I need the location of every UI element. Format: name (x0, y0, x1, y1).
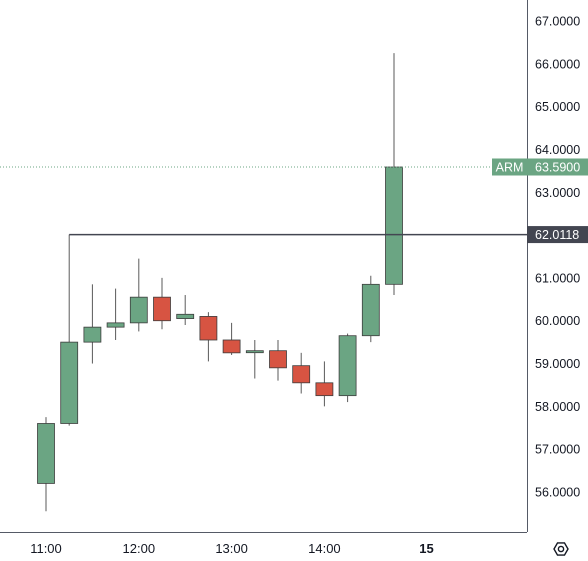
candle[interactable] (361, 275, 380, 343)
candle[interactable] (37, 417, 55, 512)
candle[interactable] (106, 288, 125, 340)
candle-body (60, 341, 79, 424)
candle-body (361, 283, 380, 337)
overlay-layer (0, 166, 527, 236)
candles-layer (37, 53, 403, 512)
time-tick-label: 13:00 (215, 541, 248, 556)
candle-body (199, 316, 218, 341)
candle-body (106, 322, 125, 328)
price-tick-label: 65.0000 (535, 100, 580, 114)
candle[interactable] (222, 322, 241, 355)
price-tick-label: 60.0000 (535, 314, 580, 328)
candle-body (83, 326, 102, 343)
candle[interactable] (153, 277, 171, 330)
candle[interactable] (338, 333, 357, 403)
price-tick-label: 56.0000 (535, 486, 580, 500)
time-tick-label: 11:00 (30, 541, 62, 556)
candle-body (292, 365, 311, 384)
candle-body (338, 335, 357, 397)
gear-icon[interactable] (553, 542, 569, 556)
price-tick-label: 64.0000 (535, 143, 580, 157)
candle-body (176, 313, 195, 319)
candle[interactable] (176, 295, 195, 326)
price-tick-label: 61.0000 (535, 271, 580, 285)
candle-body (245, 350, 264, 354)
price-tick-label: 63.0000 (535, 186, 580, 200)
symbol-badge (492, 158, 527, 176)
price-tick-label: 59.0000 (535, 357, 580, 371)
candle[interactable] (315, 361, 334, 407)
time-tick-label: 15 (419, 541, 433, 556)
last-price-label: 63.5900 (535, 160, 580, 174)
price-tick-label: 66.0000 (535, 57, 580, 71)
candle-body (37, 423, 55, 484)
time-axis[interactable]: 11:00 12:00 13:00 14:00 15 (0, 532, 527, 557)
candle[interactable] (129, 258, 148, 332)
candle[interactable] (385, 53, 403, 296)
candle-body (222, 339, 241, 354)
candle[interactable] (245, 339, 264, 379)
price-tick-label: 58.0000 (535, 400, 580, 414)
price-axis[interactable]: 56.0000 57.0000 58.0000 59.0000 60.0000 61.00… (492, 0, 588, 532)
candle-body (269, 350, 287, 369)
price-tick-label: 57.0000 (535, 443, 580, 457)
candle-body (153, 296, 171, 322)
hline-price-label: 62.0118 (535, 228, 579, 242)
candle[interactable] (60, 234, 79, 426)
candle[interactable] (269, 339, 287, 381)
candle[interactable] (83, 284, 102, 364)
time-tick-label: 12:00 (123, 541, 156, 556)
hline-badge (527, 226, 588, 244)
last-price-badge (527, 158, 588, 176)
price-tick-label: 67.0000 (535, 14, 580, 28)
candle[interactable] (199, 312, 218, 362)
candle-body (129, 296, 148, 324)
candle[interactable] (292, 352, 311, 394)
candle-body (315, 382, 334, 397)
symbol-label: ARM (496, 160, 524, 174)
candle-body (385, 166, 403, 285)
time-tick-label: 14:00 (308, 541, 341, 556)
